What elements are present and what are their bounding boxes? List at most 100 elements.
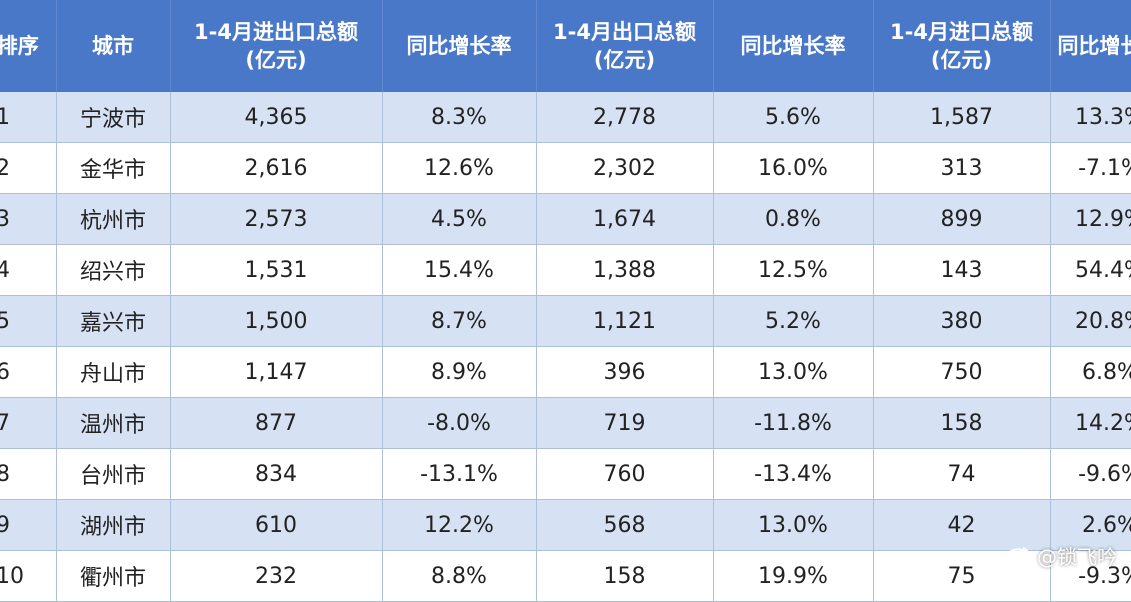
- cell-import-growth: -7.1%: [1050, 142, 1131, 194]
- cell-export: 1,674: [536, 193, 714, 245]
- cell-total-trade: 4,365: [170, 92, 383, 143]
- cell-export: 1,121: [536, 295, 714, 347]
- cell-export-growth: 5.2%: [713, 295, 874, 347]
- cell-export-growth: 19.9%: [713, 550, 874, 602]
- cell-total-trade: 232: [170, 550, 383, 602]
- header-export-growth: 同比增长率: [713, 0, 874, 92]
- cell-total-growth: 12.2%: [382, 499, 537, 551]
- cell-import-growth: 20.8%: [1050, 295, 1131, 347]
- cell-import-growth: 6.8%: [1050, 346, 1131, 398]
- cell-export-growth: 16.0%: [713, 142, 874, 194]
- cell-total-growth: 8.3%: [382, 92, 537, 143]
- cell-total-trade: 877: [170, 397, 383, 449]
- cell-total-growth: -13.1%: [382, 448, 537, 500]
- cell-import: 158: [873, 397, 1051, 449]
- cell-export: 158: [536, 550, 714, 602]
- cell-import: 42: [873, 499, 1051, 551]
- cell-rank: 1: [0, 92, 57, 143]
- cell-rank: 3: [0, 193, 57, 245]
- table-body: 1宁波市4,3658.3%2,7785.6%1,58713.3%2金华市2,61…: [0, 92, 1131, 602]
- header-city: 城市: [56, 0, 171, 92]
- cell-total-trade: 1,500: [170, 295, 383, 347]
- cell-export-growth: 13.0%: [713, 346, 874, 398]
- cell-export-growth: 13.0%: [713, 499, 874, 551]
- cell-total-growth: 8.9%: [382, 346, 537, 398]
- cell-import: 750: [873, 346, 1051, 398]
- cell-import: 74: [873, 448, 1051, 500]
- cell-import: 313: [873, 142, 1051, 194]
- weibo-eye-icon: [1005, 546, 1031, 566]
- cell-import-growth: 14.2%: [1050, 397, 1131, 449]
- header-import: 1-4月进口总额 (亿元): [873, 0, 1051, 92]
- cell-city: 衢州市: [56, 550, 171, 602]
- cell-export-growth: -13.4%: [713, 448, 874, 500]
- cell-import-growth: 13.3%: [1050, 92, 1131, 143]
- cell-city: 宁波市: [56, 92, 171, 143]
- cell-import-growth: 12.9%: [1050, 193, 1131, 245]
- watermark-text: @锁飞吟: [1037, 545, 1117, 569]
- cell-export: 396: [536, 346, 714, 398]
- cell-city: 舟山市: [56, 346, 171, 398]
- table-header-row: 排序 城市 1-4月进出口总额 (亿元) 同比增长率 1-4月出口总额 (亿元): [0, 0, 1131, 92]
- cell-city: 杭州市: [56, 193, 171, 245]
- cell-rank: 4: [0, 244, 57, 296]
- cell-rank: 2: [0, 142, 57, 194]
- cell-rank: 5: [0, 295, 57, 347]
- cell-rank: 9: [0, 499, 57, 551]
- cell-import-growth: 2.6%: [1050, 499, 1131, 551]
- cell-total-growth: 8.8%: [382, 550, 537, 602]
- cell-city: 台州市: [56, 448, 171, 500]
- cell-city: 嘉兴市: [56, 295, 171, 347]
- cell-export: 2,778: [536, 92, 714, 143]
- cell-export: 1,388: [536, 244, 714, 296]
- cell-import: 899: [873, 193, 1051, 245]
- cell-total-trade: 1,147: [170, 346, 383, 398]
- cell-total-trade: 610: [170, 499, 383, 551]
- cell-export-growth: 12.5%: [713, 244, 874, 296]
- cell-export: 568: [536, 499, 714, 551]
- cell-total-growth: 15.4%: [382, 244, 537, 296]
- cell-total-growth: -8.0%: [382, 397, 537, 449]
- cell-import-growth: 54.4%: [1050, 244, 1131, 296]
- cell-import: 380: [873, 295, 1051, 347]
- cell-rank: 8: [0, 448, 57, 500]
- cell-export-growth: 0.8%: [713, 193, 874, 245]
- cell-rank: 10: [0, 550, 57, 602]
- cell-total-growth: 8.7%: [382, 295, 537, 347]
- cell-export: 760: [536, 448, 714, 500]
- cell-export-growth: 5.6%: [713, 92, 874, 143]
- watermark: @锁飞吟: [1005, 541, 1117, 570]
- cell-total-growth: 4.5%: [382, 193, 537, 245]
- cell-import: 143: [873, 244, 1051, 296]
- cell-city: 绍兴市: [56, 244, 171, 296]
- cell-export: 2,302: [536, 142, 714, 194]
- cell-total-trade: 2,616: [170, 142, 383, 194]
- cell-city: 金华市: [56, 142, 171, 194]
- cell-city: 温州市: [56, 397, 171, 449]
- header-rank: 排序: [0, 0, 57, 92]
- header-export: 1-4月出口总额 (亿元): [536, 0, 714, 92]
- header-total-trade: 1-4月进出口总额 (亿元): [170, 0, 383, 92]
- cell-city: 湖州市: [56, 499, 171, 551]
- cell-total-growth: 12.6%: [382, 142, 537, 194]
- cell-export-growth: -11.8%: [713, 397, 874, 449]
- header-total-growth: 同比增长率: [382, 0, 537, 92]
- cell-total-trade: 2,573: [170, 193, 383, 245]
- header-import-growth: 同比增长率: [1050, 0, 1131, 92]
- cell-export: 719: [536, 397, 714, 449]
- cell-total-trade: 1,531: [170, 244, 383, 296]
- cell-total-trade: 834: [170, 448, 383, 500]
- cell-rank: 7: [0, 397, 57, 449]
